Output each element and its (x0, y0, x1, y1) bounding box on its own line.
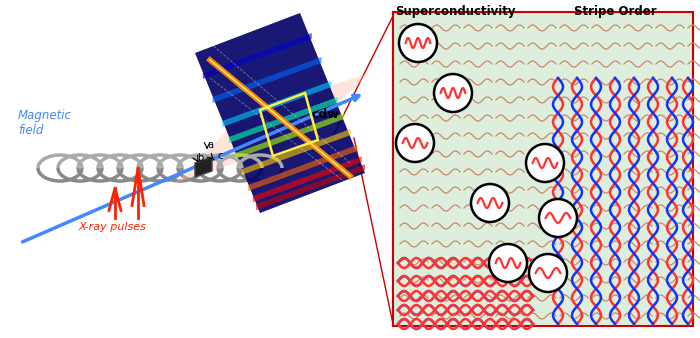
Polygon shape (256, 164, 365, 210)
Text: Stripe Order: Stripe Order (574, 5, 657, 18)
Text: a: a (207, 140, 213, 150)
Polygon shape (213, 57, 321, 103)
Text: cdw: cdw (312, 108, 340, 121)
Circle shape (471, 184, 509, 222)
Polygon shape (248, 145, 357, 191)
Polygon shape (175, 73, 370, 183)
Circle shape (529, 254, 567, 292)
Circle shape (526, 144, 564, 182)
Text: Magnetic
field: Magnetic field (18, 109, 72, 137)
Circle shape (489, 244, 527, 282)
Polygon shape (223, 81, 331, 127)
Text: c: c (218, 151, 223, 161)
FancyBboxPatch shape (393, 12, 693, 326)
Circle shape (399, 24, 437, 62)
Text: Superconductivity: Superconductivity (395, 5, 515, 18)
Polygon shape (253, 156, 362, 202)
Polygon shape (229, 97, 337, 143)
Polygon shape (235, 113, 344, 159)
Circle shape (539, 199, 577, 237)
Polygon shape (203, 33, 312, 79)
Polygon shape (241, 129, 351, 175)
Polygon shape (195, 13, 365, 213)
Circle shape (434, 74, 472, 112)
Text: b: b (197, 153, 203, 163)
Text: X-ray pulses: X-ray pulses (78, 222, 146, 232)
Polygon shape (195, 157, 212, 177)
Circle shape (396, 124, 434, 162)
